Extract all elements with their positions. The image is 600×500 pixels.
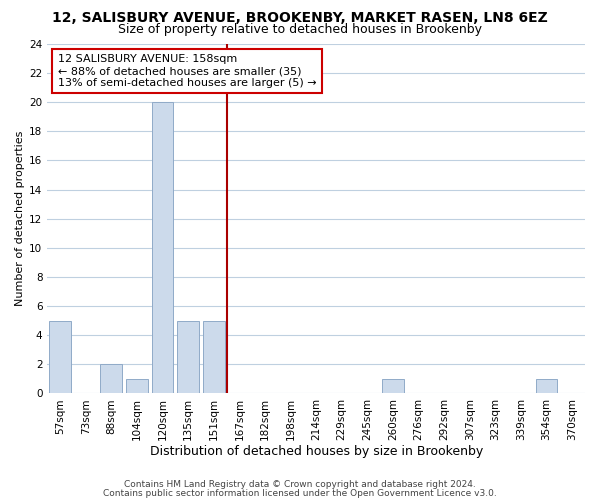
Bar — [203, 320, 224, 394]
Bar — [100, 364, 122, 394]
Text: 12, SALISBURY AVENUE, BROOKENBY, MARKET RASEN, LN8 6EZ: 12, SALISBURY AVENUE, BROOKENBY, MARKET … — [52, 12, 548, 26]
Text: Contains HM Land Registry data © Crown copyright and database right 2024.: Contains HM Land Registry data © Crown c… — [124, 480, 476, 489]
X-axis label: Distribution of detached houses by size in Brookenby: Distribution of detached houses by size … — [149, 444, 483, 458]
Text: Size of property relative to detached houses in Brookenby: Size of property relative to detached ho… — [118, 22, 482, 36]
Bar — [126, 379, 148, 394]
Bar — [152, 102, 173, 394]
Bar — [536, 379, 557, 394]
Bar — [177, 320, 199, 394]
Text: Contains public sector information licensed under the Open Government Licence v3: Contains public sector information licen… — [103, 488, 497, 498]
Bar — [382, 379, 404, 394]
Y-axis label: Number of detached properties: Number of detached properties — [15, 131, 25, 306]
Text: 12 SALISBURY AVENUE: 158sqm
← 88% of detached houses are smaller (35)
13% of sem: 12 SALISBURY AVENUE: 158sqm ← 88% of det… — [58, 54, 317, 88]
Bar — [49, 320, 71, 394]
